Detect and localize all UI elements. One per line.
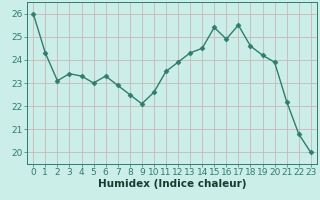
X-axis label: Humidex (Indice chaleur): Humidex (Indice chaleur) [98, 179, 246, 189]
